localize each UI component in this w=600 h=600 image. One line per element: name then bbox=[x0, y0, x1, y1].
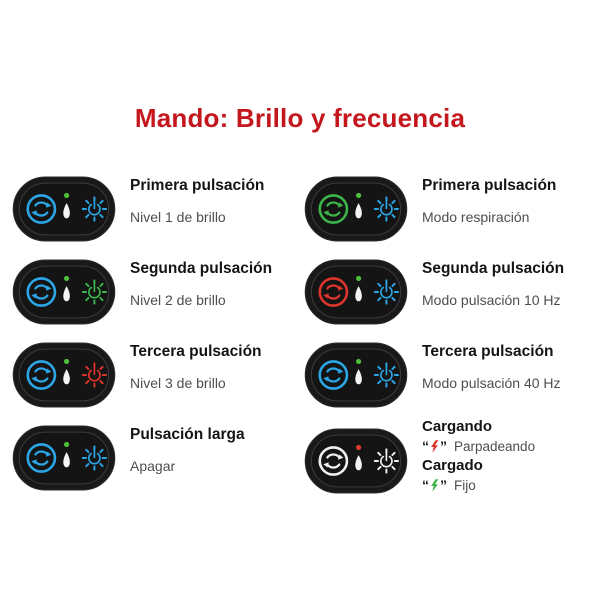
row-subtitle: Modo respiración bbox=[422, 209, 530, 225]
remote-charging bbox=[304, 428, 408, 494]
cycle-mode-button-icon bbox=[318, 277, 349, 307]
remote-10hz bbox=[304, 259, 408, 325]
pointer-button bbox=[63, 452, 70, 468]
row-text: Segunda pulsación Modo pulsación 10 Hz bbox=[422, 259, 564, 308]
row-text: Primera pulsación Modo respiración bbox=[422, 176, 556, 225]
row-text: Primera pulsación Nivel 1 de brillo bbox=[130, 176, 264, 225]
row-heading: Pulsación larga bbox=[130, 426, 245, 443]
brightness-power-button-icon bbox=[81, 196, 108, 222]
row-mode-breathe: Primera pulsación Modo respiración bbox=[304, 176, 598, 242]
remote-breathe bbox=[304, 176, 408, 242]
remote-40hz bbox=[304, 342, 408, 408]
remote-svg bbox=[12, 342, 116, 408]
charging-text-block: Cargando “ ” Parpadeando Cargado “ ” Fij… bbox=[422, 417, 535, 496]
led-indicator bbox=[356, 192, 362, 198]
charging-status: Parpadeando bbox=[454, 439, 536, 454]
pointer-button bbox=[355, 369, 362, 385]
lightning-bolt-icon bbox=[430, 440, 439, 453]
brightness-power-button-icon bbox=[81, 445, 108, 471]
cycle-mode-button-icon bbox=[26, 360, 57, 390]
charging-status-line: “ ” Parpadeando bbox=[422, 438, 535, 455]
remote-svg bbox=[304, 259, 408, 325]
led-indicator bbox=[356, 275, 362, 281]
remote-svg bbox=[12, 176, 116, 242]
remote-svg bbox=[304, 342, 408, 408]
row-text: Pulsación larga Apagar bbox=[130, 425, 245, 474]
frequency-column: Primera pulsación Modo respiración bbox=[304, 176, 598, 513]
charged-status: Fijo bbox=[454, 478, 476, 493]
row-subtitle: Nivel 1 de brillo bbox=[130, 209, 226, 225]
brightness-power-button-icon bbox=[373, 279, 400, 305]
pointer-button bbox=[355, 286, 362, 302]
led-indicator bbox=[356, 444, 362, 450]
cycle-mode-button-icon bbox=[26, 443, 57, 473]
remote-svg bbox=[304, 176, 408, 242]
led-indicator bbox=[64, 441, 70, 447]
brightness-power-button-icon bbox=[81, 279, 108, 305]
row-brightness-off: Pulsación larga Apagar bbox=[12, 425, 298, 491]
charged-status-line: “ ” Fijo bbox=[422, 477, 535, 494]
brightness-column: Primera pulsación Nivel 1 de brillo bbox=[12, 176, 298, 508]
row-heading: Primera pulsación bbox=[422, 177, 557, 194]
remote-svg bbox=[304, 428, 408, 494]
row-heading: Tercera pulsación bbox=[422, 343, 554, 360]
remote-svg bbox=[12, 259, 116, 325]
remote-level1 bbox=[12, 176, 116, 242]
row-subtitle: Apagar bbox=[130, 458, 176, 474]
pointer-button bbox=[355, 203, 362, 219]
led-indicator bbox=[64, 192, 70, 198]
row-heading: Segunda pulsación bbox=[130, 260, 273, 277]
remote-svg bbox=[12, 425, 116, 491]
row-heading: Tercera pulsación bbox=[130, 343, 262, 360]
pointer-button bbox=[355, 455, 362, 471]
quote-close: ” bbox=[440, 438, 447, 454]
brightness-power-button-icon bbox=[373, 196, 400, 222]
pointer-button bbox=[63, 203, 70, 219]
remote-off bbox=[12, 425, 116, 491]
charged-label: Cargado bbox=[422, 457, 483, 474]
pointer-button bbox=[63, 286, 70, 302]
quote-open: “ bbox=[422, 477, 429, 493]
row-text: Tercera pulsación Nivel 3 de brillo bbox=[130, 342, 262, 391]
quote-close: ” bbox=[440, 477, 447, 493]
brightness-power-button-icon bbox=[373, 448, 400, 474]
row-subtitle: Modo pulsación 40 Hz bbox=[422, 375, 561, 391]
remote-level3 bbox=[12, 342, 116, 408]
row-subtitle: Nivel 3 de brillo bbox=[130, 375, 226, 391]
row-subtitle: Nivel 2 de brillo bbox=[130, 292, 226, 308]
cycle-mode-button-icon bbox=[26, 194, 57, 224]
row-mode-10hz: Segunda pulsación Modo pulsación 10 Hz bbox=[304, 259, 598, 325]
row-mode-40hz: Tercera pulsación Modo pulsación 40 Hz bbox=[304, 342, 598, 408]
cycle-mode-button-icon bbox=[318, 360, 349, 390]
remote-level2 bbox=[12, 259, 116, 325]
lightning-bolt-icon bbox=[430, 479, 439, 492]
cycle-mode-button-icon bbox=[318, 194, 349, 224]
brightness-power-button-icon bbox=[81, 362, 108, 388]
row-text: Tercera pulsación Modo pulsación 40 Hz bbox=[422, 342, 561, 391]
led-indicator bbox=[64, 275, 70, 281]
cycle-mode-button-icon bbox=[26, 277, 57, 307]
row-brightness-3: Tercera pulsación Nivel 3 de brillo bbox=[12, 342, 298, 408]
quote-open: “ bbox=[422, 438, 429, 454]
brightness-power-button-icon bbox=[373, 362, 400, 388]
led-indicator bbox=[64, 358, 70, 364]
row-text: Segunda pulsación Nivel 2 de brillo bbox=[130, 259, 272, 308]
row-heading: Primera pulsación bbox=[130, 177, 265, 194]
charging-label: Cargando bbox=[422, 418, 493, 435]
row-heading: Segunda pulsación bbox=[422, 260, 565, 277]
row-brightness-1: Primera pulsación Nivel 1 de brillo bbox=[12, 176, 298, 242]
row-subtitle: Modo pulsación 10 Hz bbox=[422, 292, 561, 308]
row-brightness-2: Segunda pulsación Nivel 2 de brillo bbox=[12, 259, 298, 325]
page-title: Mando: Brillo y frecuencia bbox=[134, 103, 466, 133]
led-indicator bbox=[356, 358, 362, 364]
row-charging: Cargando “ ” Parpadeando Cargado “ ” Fij… bbox=[304, 418, 598, 496]
cycle-mode-button-icon bbox=[318, 446, 349, 476]
pointer-button bbox=[63, 369, 70, 385]
